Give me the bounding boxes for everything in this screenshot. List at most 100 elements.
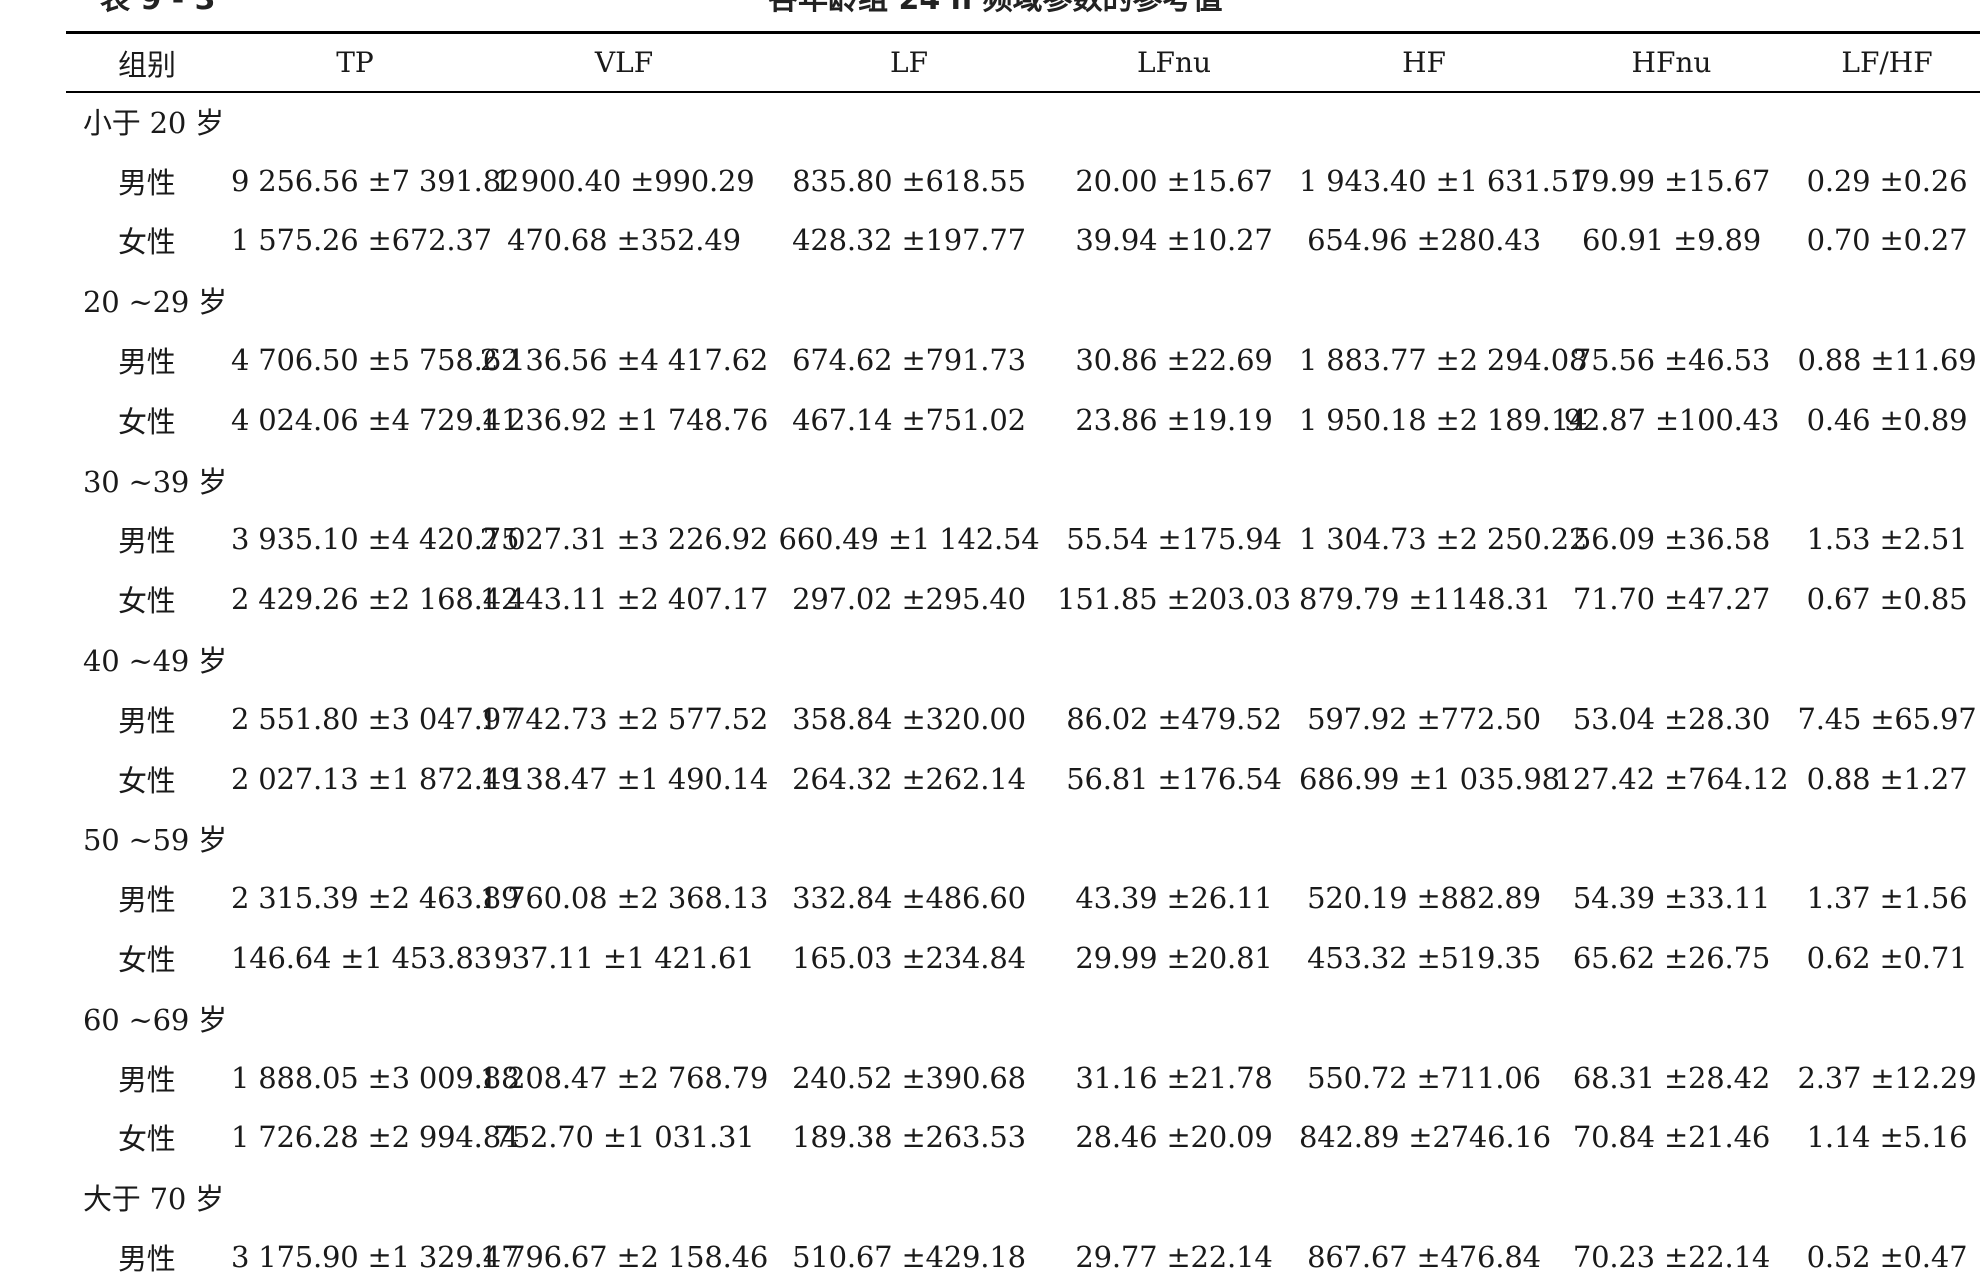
value-cell: 879.79 ±1148.31 — [1299, 582, 1551, 617]
table-title: 各年龄组 24 h 频域参数的参考值 — [768, 0, 1222, 18]
value-cell: 654.96 ±280.43 — [1307, 223, 1541, 258]
age-group-label: 60 ~69 岁 — [83, 1002, 227, 1037]
value-cell: 1 208.47 ±2 768.79 — [479, 1060, 769, 1095]
value-cell: 86.02 ±479.52 — [1066, 701, 1282, 736]
value-cell: 1 138.47 ±1 490.14 — [479, 761, 769, 796]
value-cell: 9 256.56 ±7 391.82 — [231, 163, 520, 198]
age-group-row: 60 ~69 岁 — [66, 988, 1980, 1048]
value-cell: 1.14 ±5.16 — [1806, 1120, 1968, 1155]
value-cell: 2 429.26 ±2 168.42 — [231, 582, 520, 617]
sex-label: 女性 — [118, 763, 176, 798]
value-cell: 358.84 ±320.00 — [792, 701, 1026, 736]
value-cell: 752.70 ±1 031.31 — [493, 1120, 755, 1155]
value-cell: 70.23 ±22.14 — [1572, 1240, 1771, 1275]
value-cell: 1 304.73 ±2 250.22 — [1299, 522, 1588, 557]
value-cell: 68.31 ±28.42 — [1572, 1060, 1771, 1095]
sex-label: 女性 — [118, 225, 176, 260]
table-row: 女性 1 575.26 ±672.37 470.68 ±352.49 428.32 ±… — [66, 211, 1980, 271]
sex-label: 女性 — [118, 404, 176, 439]
header-row: 组别 TP VLF LF LFnu HF HFnu LF/HF — [66, 34, 1980, 91]
sex-label: 男性 — [118, 165, 176, 200]
sex-label: 男性 — [118, 1062, 176, 1097]
value-cell: 29.77 ±22.14 — [1075, 1240, 1273, 1275]
value-cell: 686.99 ±1 035.98 — [1299, 761, 1560, 796]
value-cell: 660.49 ±1 142.54 — [778, 522, 1040, 557]
value-cell: 0.70 ±0.27 — [1806, 223, 1968, 258]
value-cell: 1 726.28 ±2 994.84 — [231, 1120, 520, 1155]
value-cell: 1 883.77 ±2 294.08 — [1299, 343, 1588, 378]
value-cell: 23.86 ±19.19 — [1075, 402, 1273, 437]
value-cell: 56.09 ±36.58 — [1572, 522, 1771, 557]
age-group-row: 小于 20 岁 — [66, 91, 1980, 151]
value-cell: 2 136.56 ±4 417.62 — [479, 343, 769, 378]
value-cell: 1 443.11 ±2 407.17 — [479, 582, 769, 617]
value-cell: 520.19 ±882.89 — [1307, 881, 1541, 916]
table-row: 男性 3 935.10 ±4 420.75 2 027.31 ±3 226.92 66… — [66, 510, 1980, 570]
age-group-row: 20 ~29 岁 — [66, 270, 1980, 330]
value-cell: 56.81 ±176.54 — [1066, 761, 1282, 796]
value-cell: 2 027.13 ±1 872.49 — [231, 761, 520, 796]
table-row: 女性 2 027.13 ±1 872.49 1 138.47 ±1 490.14 26… — [66, 749, 1980, 809]
value-cell: 151.85 ±203.03 — [1057, 582, 1291, 617]
value-cell: 127.42 ±764.12 — [1554, 761, 1789, 796]
age-group-row: 大于 70 岁 — [66, 1167, 1980, 1227]
value-cell: 332.84 ±486.60 — [792, 881, 1026, 916]
value-cell: 835.80 ±618.55 — [792, 163, 1026, 198]
value-cell: 30.86 ±22.69 — [1075, 343, 1273, 378]
value-cell: 146.64 ±1 453.83 — [231, 941, 492, 976]
value-cell: 1 742.73 ±2 577.52 — [479, 701, 769, 736]
value-cell: 1 943.40 ±1 631.51 — [1299, 163, 1588, 198]
value-cell: 65.62 ±26.75 — [1572, 941, 1771, 976]
value-cell: 39.94 ±10.27 — [1075, 223, 1273, 258]
value-cell: 1 760.08 ±2 368.13 — [479, 881, 769, 916]
value-cell: 1 900.40 ±990.29 — [493, 163, 755, 198]
value-cell: 20.00 ±15.67 — [1075, 163, 1273, 198]
table-header-rule — [66, 91, 1980, 93]
value-cell: 597.92 ±772.50 — [1307, 701, 1541, 736]
table-row: 女性 2 429.26 ±2 168.42 1 443.11 ±2 407.17 29… — [66, 569, 1980, 629]
value-cell: 453.32 ±519.35 — [1307, 941, 1541, 976]
value-cell: 92.87 ±100.43 — [1563, 402, 1780, 437]
value-cell: 75.56 ±46.53 — [1572, 343, 1771, 378]
value-cell: 3 935.10 ±4 420.75 — [231, 522, 520, 557]
value-cell: 4 706.50 ±5 758.62 — [231, 343, 520, 378]
value-cell: 428.32 ±197.77 — [792, 223, 1026, 258]
table-row: 男性 2 551.80 ±3 047.97 1 742.73 ±2 577.52 35… — [66, 689, 1980, 749]
value-cell: 1.53 ±2.51 — [1806, 522, 1968, 557]
sex-label: 男性 — [118, 524, 176, 559]
header-tp: TP — [336, 46, 374, 79]
value-cell: 2.37 ±12.29 — [1797, 1060, 1977, 1095]
value-cell: 2 315.39 ±2 463.89 — [231, 881, 520, 916]
value-cell: 55.54 ±175.94 — [1066, 522, 1282, 557]
age-group-label: 30 ~39 岁 — [83, 464, 227, 499]
value-cell: 510.67 ±429.18 — [792, 1240, 1026, 1275]
age-group-label: 20 ~29 岁 — [83, 285, 227, 320]
header-group: 组别 — [118, 47, 177, 82]
sex-label: 男性 — [118, 883, 176, 918]
header-hfnu: HFnu — [1631, 46, 1712, 79]
value-cell: 70.84 ±21.46 — [1572, 1120, 1771, 1155]
value-cell: 60.91 ±9.89 — [1582, 223, 1761, 258]
value-cell: 1 888.05 ±3 009.88 — [231, 1060, 520, 1095]
value-cell: 189.38 ±263.53 — [792, 1120, 1026, 1155]
table-row: 男性 4 706.50 ±5 758.62 2 136.56 ±4 417.62 67… — [66, 330, 1980, 390]
sex-label: 男性 — [118, 1242, 176, 1277]
value-cell: 1 796.67 ±2 158.46 — [479, 1240, 769, 1275]
age-group-label: 40 ~49 岁 — [83, 644, 227, 679]
table-body: 小于 20 岁男性 9 256.56 ±7 391.82 1 900.40 ±990… — [66, 91, 1980, 1287]
age-group-label: 小于 20 岁 — [83, 105, 224, 140]
frequency-domain-reference-table: 组别 TP VLF LF LFnu HF HFnu LF/HF 小于 20 岁男… — [66, 34, 1980, 1287]
value-cell: 470.68 ±352.49 — [507, 223, 741, 258]
sex-label: 女性 — [118, 584, 176, 619]
value-cell: 1 236.92 ±1 748.76 — [479, 402, 769, 437]
value-cell: 29.99 ±20.81 — [1075, 941, 1273, 976]
value-cell: 79.99 ±15.67 — [1572, 163, 1771, 198]
header-lfnu: LFnu — [1136, 46, 1212, 79]
table-top-rule — [66, 31, 1980, 34]
value-cell: 28.46 ±20.09 — [1075, 1120, 1273, 1155]
sex-label: 男性 — [118, 703, 176, 738]
age-group-row: 50 ~59 岁 — [66, 809, 1980, 869]
value-cell: 7.45 ±65.97 — [1797, 701, 1977, 736]
value-cell: 0.62 ±0.71 — [1806, 941, 1968, 976]
table-row: 女性 1 726.28 ±2 994.84 752.70 ±1 031.31 189.… — [66, 1108, 1980, 1168]
